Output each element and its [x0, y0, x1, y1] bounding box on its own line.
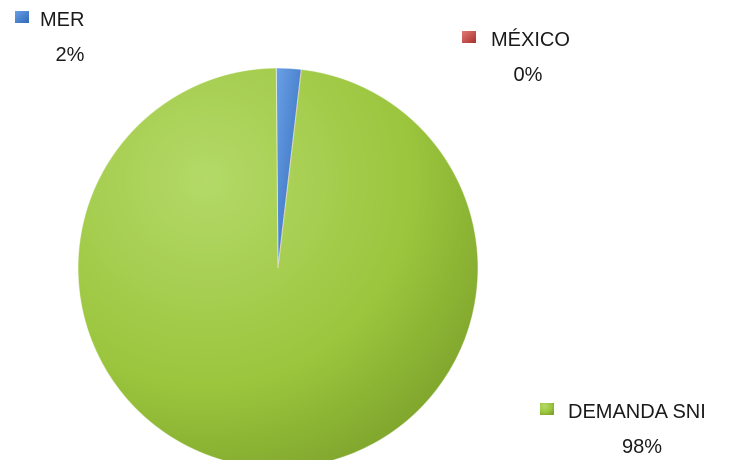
slice-label-mexico: MÉXICO 0% — [462, 28, 570, 86]
mexico-name-label: MÉXICO — [491, 28, 570, 51]
slice-label-mer: MER 2% — [15, 9, 85, 66]
mer-name-label: MER — [40, 9, 84, 31]
pie-slice-demanda-sni — [77, 67, 479, 460]
mer-value-label: 2% — [56, 44, 85, 66]
slice-label-demanda-sni: DEMANDA SNI 98% — [540, 401, 706, 458]
demanda-sni-value-label: 98% — [622, 436, 662, 458]
mexico-value-label: 0% — [514, 64, 543, 86]
mer-legend-swatch — [15, 11, 29, 23]
demanda-sni-name-label: DEMANDA SNI — [568, 401, 706, 423]
mexico-legend-swatch — [462, 31, 476, 43]
pie-slices — [77, 67, 479, 460]
demanda-sni-legend-swatch — [540, 403, 554, 415]
